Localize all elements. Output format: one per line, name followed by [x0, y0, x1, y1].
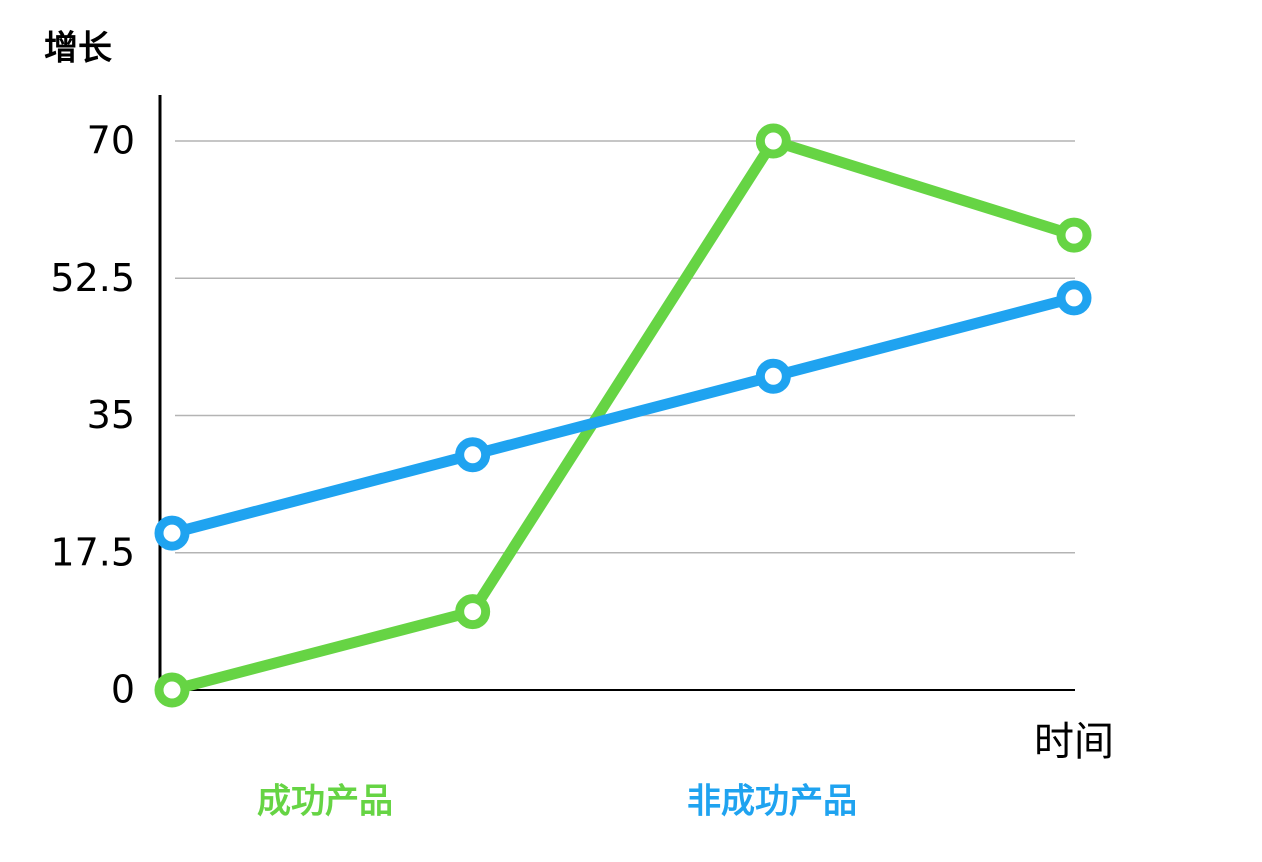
- data-point: [1056, 217, 1092, 253]
- data-point: [455, 594, 491, 630]
- data-point: [1056, 280, 1092, 316]
- data-point: [755, 123, 791, 159]
- data-point: [455, 437, 491, 473]
- data-point: [154, 515, 190, 551]
- legend-entry: 非成功产品: [687, 782, 857, 822]
- series-line: [170, 292, 1076, 539]
- y-tick-label: 52.5: [50, 256, 135, 300]
- data-point: [755, 358, 791, 394]
- y-tick-label: 0: [111, 668, 135, 712]
- y-tick-label: 70: [87, 119, 135, 163]
- x-axis-title: 时间: [1034, 719, 1114, 765]
- data-point: [154, 672, 190, 708]
- y-axis-title: 增长: [44, 29, 112, 69]
- y-tick-label: 35: [87, 393, 135, 437]
- y-tick-label: 17.5: [50, 530, 135, 574]
- series-line: [170, 135, 1076, 696]
- legend-entry: 成功产品: [257, 782, 393, 822]
